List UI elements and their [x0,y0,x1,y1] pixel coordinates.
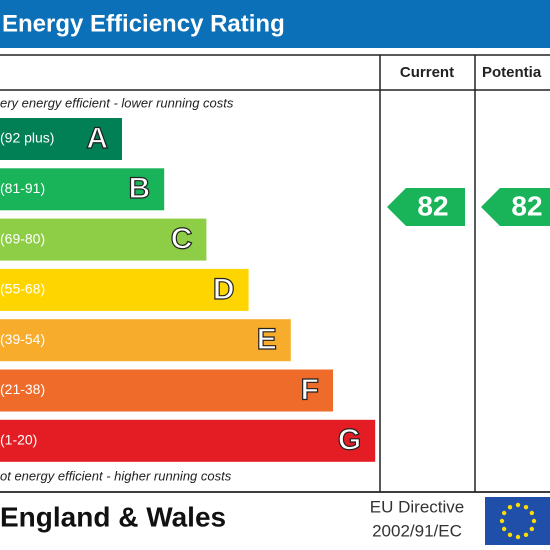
band-letter: E [257,323,277,356]
band-range: (69-80) [0,230,45,246]
band-bar [0,369,333,412]
potential-arrow [481,188,550,226]
eu-star [523,532,529,538]
current-score: 82 [417,190,448,221]
eu-star [501,510,507,516]
eu-star [507,504,513,510]
eu-star [531,518,537,524]
bands: (92 plus) A (81-91) B (69-80) C (55-68) D (39-54… [0,118,376,462]
current-arrow [387,188,465,226]
region: England & Wales [0,501,226,532]
eu-star [501,526,507,532]
column-header: Current [400,64,454,81]
band-bar [0,168,165,211]
title: Energy Efficiency Rating [2,10,285,37]
eu-star [529,526,535,532]
band-bar [0,218,207,261]
top-note: ery energy efficient - lower running cos… [0,95,234,110]
eu-star [523,504,529,510]
band-letter: F [301,373,319,406]
directive: 2002/91/EC [372,521,462,540]
frame [0,54,550,493]
band-letter: C [171,223,193,256]
band-letter: G [338,424,361,457]
band-bar [0,319,291,362]
band-range: (1-20) [0,432,37,448]
directive: EU Directive [370,497,464,516]
title-bar [0,0,550,48]
band-range: (39-54) [0,331,45,347]
band-bar [0,419,376,462]
eu-star [515,502,521,508]
band-range: (81-91) [0,180,45,196]
potential-score: 82 [511,190,542,221]
eu-star [499,518,505,524]
column-header: Potentia [482,64,542,81]
eu-stars [499,502,537,540]
band-range: (21-38) [0,381,45,397]
band-letter: B [129,172,151,205]
band-bar [0,118,122,160]
band-letter: A [86,122,108,155]
band-range: (92 plus) [0,130,54,146]
band-letter: D [213,273,235,306]
band-bar [0,268,249,311]
bottom-note: ot energy efficient - higher running cos… [0,468,232,483]
eu-star [529,510,535,516]
eu-star [507,532,513,538]
eu-star [515,534,521,540]
band-range: (55-68) [0,281,45,297]
